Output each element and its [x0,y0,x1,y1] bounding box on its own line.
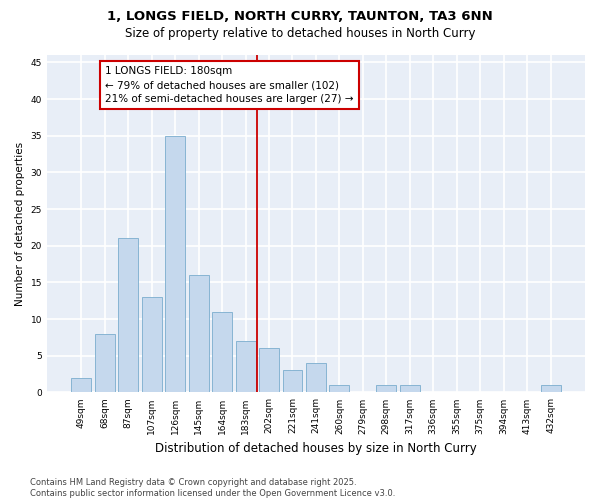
Text: Size of property relative to detached houses in North Curry: Size of property relative to detached ho… [125,28,475,40]
Bar [236,341,256,392]
X-axis label: Distribution of detached houses by size in North Curry: Distribution of detached houses by size … [155,442,477,455]
Bar [400,385,420,392]
Bar [142,297,162,392]
Text: 1, LONGS FIELD, NORTH CURRY, TAUNTON, TA3 6NN: 1, LONGS FIELD, NORTH CURRY, TAUNTON, TA… [107,10,493,23]
Bar [376,385,397,392]
Bar [188,275,209,392]
Text: 1 LONGS FIELD: 180sqm
← 79% of detached houses are smaller (102)
21% of semi-det: 1 LONGS FIELD: 180sqm ← 79% of detached … [105,66,353,104]
Bar [71,378,91,392]
Bar [95,334,115,392]
Bar [165,136,185,392]
Bar [259,348,279,393]
Y-axis label: Number of detached properties: Number of detached properties [15,142,25,306]
Bar [306,363,326,392]
Bar [541,385,560,392]
Bar [118,238,138,392]
Text: Contains HM Land Registry data © Crown copyright and database right 2025.
Contai: Contains HM Land Registry data © Crown c… [30,478,395,498]
Bar [283,370,302,392]
Bar [212,312,232,392]
Bar [329,385,349,392]
